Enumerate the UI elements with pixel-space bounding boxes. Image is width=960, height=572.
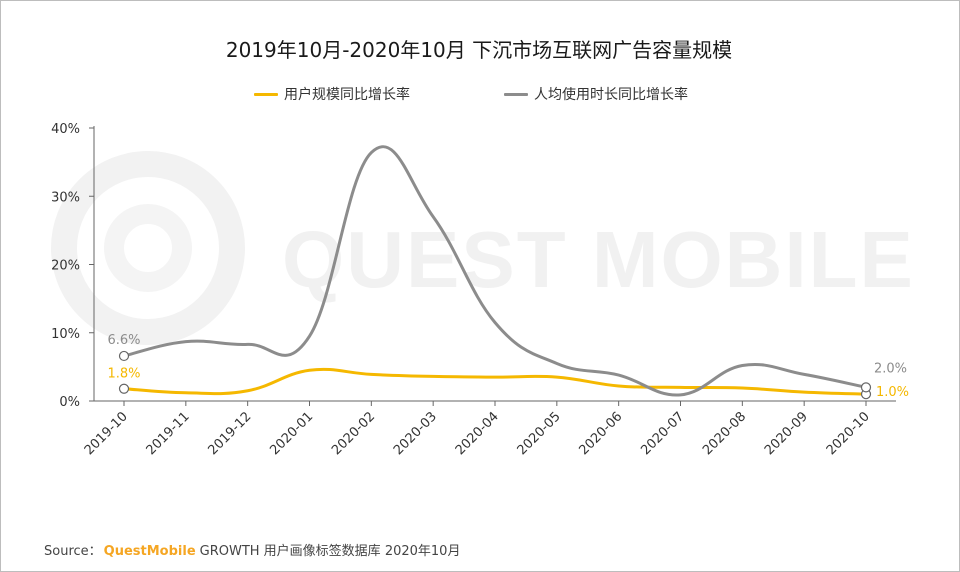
y-tick-label: 20% [51, 259, 80, 274]
x-tick-label: 2019-12 [205, 409, 254, 458]
y-tick-label: 30% [51, 190, 80, 205]
data-point-user-scale [555, 375, 559, 379]
data-point-user-scale [740, 386, 744, 390]
x-tick-label: 2020-06 [576, 409, 625, 458]
data-point-user-scale [118, 383, 130, 394]
data-point-usage-time [860, 382, 872, 393]
data-point-user-scale [802, 390, 806, 394]
data-point-user-scale [184, 391, 188, 395]
source-label: Source： [44, 544, 102, 559]
legend-label-user-scale: 用户规模同比增长率 [284, 87, 410, 103]
x-tick-label: 2019-11 [144, 409, 193, 458]
data-point-usage-time [617, 373, 621, 377]
legend-item-user-scale: 用户规模同比增长率 [254, 84, 410, 104]
series-line-user-scale [122, 367, 868, 396]
data-point-user-scale [431, 374, 435, 378]
y-tick-label: 40% [51, 122, 80, 137]
x-tick-label: 2020-03 [391, 409, 440, 458]
y-tick-label: 0% [59, 395, 80, 410]
x-tick-label: 2020-01 [267, 409, 316, 458]
data-point-usage-time [118, 350, 130, 362]
data-point-usage-time [431, 215, 435, 219]
data-label-user-scale-first: 1.8% [107, 367, 140, 382]
x-tick-label: 2020-07 [638, 409, 687, 458]
data-point-user-scale [679, 385, 683, 389]
data-point-usage-time [679, 393, 683, 397]
watermark-logo-inner-icon [104, 204, 192, 292]
chart-svg: QUEST MOBILE 0% 10% 20% 30% 40% 2019-10 2019-1… [51, 122, 915, 458]
x-tick-label: 2020-02 [329, 409, 378, 458]
legend-swatch-usage-time [504, 92, 528, 96]
data-point-user-scale [369, 372, 373, 376]
watermark-logo-icon [51, 151, 245, 345]
legend-item-usage-time: 人均使用时长同比增长率 [504, 84, 688, 104]
data-point-usage-time [246, 342, 250, 346]
data-point-usage-time [555, 361, 559, 365]
data-label-user-scale-last: 1.0% [876, 385, 909, 400]
x-tick-label: 2020-05 [515, 409, 564, 458]
x-tick-label: 2020-09 [762, 409, 811, 458]
legend-label-usage-time: 人均使用时长同比增长率 [534, 87, 688, 103]
watermark-text: QUEST MOBILE [282, 215, 915, 304]
watermark: QUEST MOBILE [51, 151, 915, 345]
legend: 用户规模同比增长率 人均使用时长同比增长率 [0, 84, 958, 104]
data-label-usage-time-first: 6.6% [107, 333, 140, 348]
x-tick-label: 2019-10 [82, 409, 131, 458]
data-point-usage-time [308, 334, 312, 338]
series-line-usage-time [122, 145, 868, 397]
data-point-user-scale [308, 368, 312, 372]
chart-title: 2019年10月-2020年10月 下沉市场互联网广告容量规模 [225, 38, 733, 62]
data-point-usage-time [184, 340, 188, 344]
x-tick-label: 2020-08 [700, 409, 749, 458]
source-note: Source： QuestMobile GROWTH 用户画像标签数据库 202… [44, 540, 460, 559]
data-point-usage-time [802, 372, 806, 376]
data-label-usage-time-last: 2.0% [874, 361, 907, 376]
data-point-user-scale [493, 375, 497, 379]
data-point-usage-time [493, 321, 497, 325]
data-point-user-scale [617, 384, 621, 388]
data-point-usage-time [369, 151, 373, 155]
source-text: GROWTH 用户画像标签数据库 2020年10月 [199, 544, 461, 559]
x-tick-label: 2020-04 [453, 409, 502, 458]
data-point-usage-time [740, 364, 744, 368]
source-brand: QuestMobile [103, 544, 196, 559]
y-tick-label: 10% [51, 327, 80, 342]
data-point-user-scale [246, 389, 250, 393]
x-tick-label: 2020-10 [824, 409, 873, 458]
legend-swatch-user-scale [254, 92, 278, 96]
